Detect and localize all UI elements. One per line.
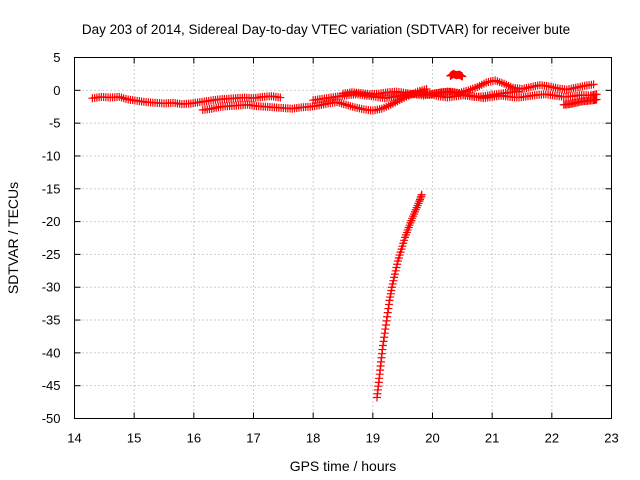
y-tick-label: -30 [42, 280, 61, 295]
y-tick-label: -25 [42, 247, 61, 262]
data-point-marker [458, 72, 467, 81]
series-track-7 [559, 95, 601, 109]
chart-title: Day 203 of 2014, Sidereal Day-to-day VTE… [82, 22, 570, 37]
x-tick-label: 14 [67, 431, 81, 446]
y-tick-label: -20 [42, 214, 61, 229]
series-track-6 [416, 88, 601, 103]
y-tick-label: -50 [42, 411, 61, 426]
x-tick-label: 20 [425, 431, 439, 446]
y-tick-label: -45 [42, 378, 61, 393]
x-axis-label: GPS time / hours [290, 458, 397, 474]
data-point-marker [392, 263, 401, 272]
x-tick-label: 19 [366, 431, 380, 446]
data-point-marker [589, 80, 598, 89]
data-point-marker [390, 273, 399, 282]
data-point-marker [387, 283, 396, 292]
y-tick-label: -15 [42, 181, 61, 196]
y-tick-label: 0 [53, 83, 60, 98]
y-axis-label: SDTVAR / TECUs [5, 182, 21, 294]
series-track-1 [88, 92, 285, 109]
data-point-marker [391, 266, 400, 275]
x-tick-label: 21 [485, 431, 499, 446]
data-point-marker [422, 85, 431, 94]
y-tick-label: -40 [42, 345, 61, 360]
y-tick-label: 5 [53, 50, 60, 65]
x-tick-label: 17 [246, 431, 260, 446]
data-point-marker [276, 93, 285, 102]
data-point-marker [417, 190, 426, 199]
series-track-8 [373, 190, 426, 402]
series-track-5 [446, 69, 467, 81]
grid [74, 57, 612, 419]
x-tick-label: 18 [306, 431, 320, 446]
y-tick-label: -10 [42, 148, 61, 163]
x-tick-label: 22 [545, 431, 559, 446]
data-point-marker [592, 95, 601, 104]
data-point-marker [390, 270, 399, 279]
x-tick-label: 23 [604, 431, 618, 446]
y-tick-label: -5 [49, 116, 61, 131]
x-tick-label: 16 [187, 431, 201, 446]
data-points [88, 69, 601, 402]
plot-frame [74, 57, 612, 419]
data-point-marker [388, 279, 397, 288]
axis-ticks: 14 15 16 17 18 19 20 21 22 23 5 0 -5 -10 -15 -20 -25 -30 -… [42, 50, 619, 446]
data-point-marker [389, 276, 398, 285]
y-tick-label: -35 [42, 313, 61, 328]
data-point-marker [393, 260, 402, 269]
x-tick-label: 15 [127, 431, 141, 446]
